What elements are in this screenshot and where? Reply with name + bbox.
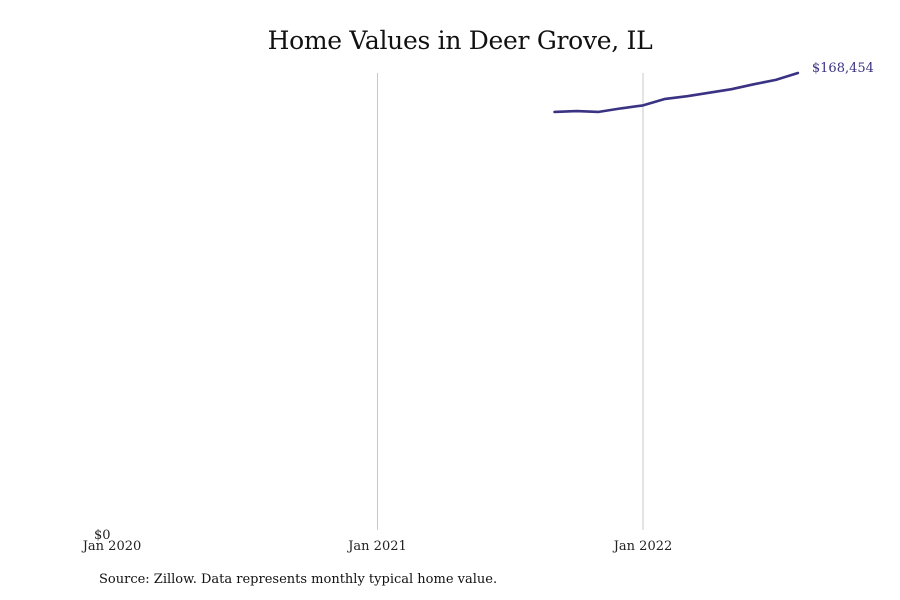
source-note: Source: Zillow. Data represents monthly … bbox=[99, 572, 498, 587]
axis-labels: Jan 2020 Jan 2021 Jan 2022 $0 bbox=[81, 528, 673, 554]
chart-title: Home Values in Deer Grove, IL bbox=[267, 26, 653, 55]
series-group: $168,454 bbox=[553, 61, 874, 114]
y-tick-label: $0 bbox=[94, 528, 111, 543]
gridlines bbox=[377, 73, 644, 530]
x-tick-label: Jan 2020 bbox=[81, 539, 142, 554]
series-line bbox=[553, 71, 800, 114]
end-value-label: $168,454 bbox=[812, 61, 874, 76]
x-tick-label: Jan 2022 bbox=[612, 539, 673, 554]
x-tick-label: Jan 2021 bbox=[346, 539, 407, 554]
